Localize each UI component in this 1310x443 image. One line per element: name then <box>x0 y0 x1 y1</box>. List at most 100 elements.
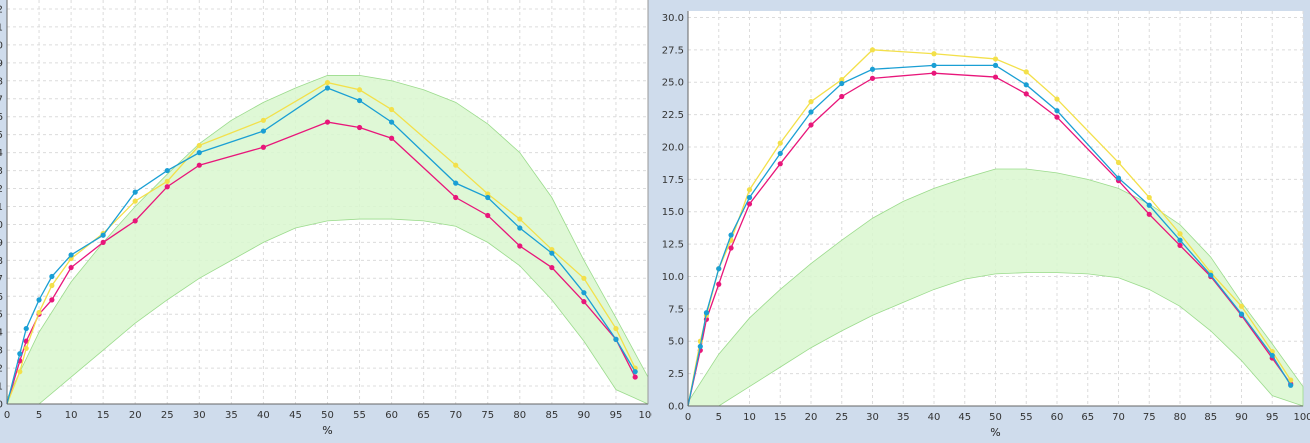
data-point <box>581 275 587 281</box>
y-tick-label: 5 <box>0 310 3 321</box>
y-tick-label: 20.0 <box>662 142 684 153</box>
x-tick-label: 100 <box>1293 412 1310 423</box>
data-point <box>260 144 266 150</box>
data-point <box>132 189 138 195</box>
data-point <box>613 336 619 342</box>
data-point <box>164 184 170 190</box>
data-point <box>389 106 395 113</box>
data-point <box>517 243 523 249</box>
y-tick-label: 5.0 <box>668 337 684 348</box>
data-point <box>746 201 753 207</box>
y-tick-label: 15.0 <box>662 207 684 218</box>
y-tick-label: 16 <box>0 112 3 123</box>
x-tick-label: 60 <box>1051 412 1064 423</box>
data-point <box>324 119 331 125</box>
y-tick-label: 7.5 <box>668 304 684 315</box>
data-point <box>992 56 999 62</box>
data-point <box>100 239 106 245</box>
data-point <box>17 369 23 375</box>
x-tick-label: 65 <box>1081 412 1094 423</box>
chart-left: 0 5 10 15 20 25 30 35 40 45 50 55 60 65 70 75 80 85 90 95 10… <box>0 0 658 437</box>
data-point <box>716 266 722 272</box>
data-point <box>581 299 587 305</box>
x-tick-label: 15 <box>774 412 787 423</box>
data-point <box>931 70 937 76</box>
x-tick-label: 65 <box>417 410 430 421</box>
data-point <box>549 250 555 256</box>
data-point <box>869 47 876 53</box>
data-point <box>632 374 638 380</box>
y-tick-label: 7 <box>0 274 3 285</box>
x-tick-label: 60 <box>385 410 398 421</box>
x-tick-label: 75 <box>1143 412 1156 423</box>
data-point <box>164 167 170 174</box>
y-tick-label: 0 <box>0 400 3 411</box>
x-tick-label: 70 <box>449 410 462 421</box>
x-tick-label: 45 <box>958 412 971 423</box>
data-point <box>808 122 814 128</box>
data-point <box>356 97 363 104</box>
data-point <box>132 198 138 204</box>
x-axis-label: % <box>322 424 332 437</box>
data-point <box>869 66 876 72</box>
y-tick-label: 12 <box>0 184 3 195</box>
y-tick-label: 22.5 <box>662 110 684 121</box>
x-tick-label: 35 <box>897 412 910 423</box>
data-point <box>777 140 783 146</box>
data-point <box>931 62 937 68</box>
y-tick-label: 13 <box>0 166 3 177</box>
data-point <box>389 135 395 141</box>
data-point <box>49 273 55 280</box>
data-point <box>1288 377 1294 383</box>
x-tick-label: 20 <box>805 412 818 423</box>
data-point <box>1288 382 1294 388</box>
series-1 <box>6 79 638 405</box>
x-tick-label: 10 <box>65 410 78 421</box>
x-tick-label: 90 <box>1235 412 1248 423</box>
x-tick-label: 50 <box>321 410 334 421</box>
data-point <box>839 80 845 87</box>
data-point <box>49 282 55 289</box>
y-tick-label: 11 <box>0 202 3 213</box>
data-point <box>132 218 138 224</box>
data-point <box>36 297 42 303</box>
data-point <box>1269 352 1275 359</box>
data-point <box>1146 211 1152 217</box>
data-point <box>196 142 202 149</box>
data-point <box>1023 82 1029 88</box>
data-point <box>356 87 363 93</box>
x-tick-label: 55 <box>1020 412 1033 423</box>
x-tick-label: 30 <box>866 412 879 423</box>
data-point <box>839 93 845 100</box>
data-point <box>697 343 703 350</box>
x-tick-label: 70 <box>1112 412 1125 423</box>
data-point <box>808 109 814 115</box>
data-point <box>100 232 106 238</box>
data-point <box>17 351 23 357</box>
x-tick-label: 25 <box>161 410 174 421</box>
data-point <box>324 79 331 86</box>
x-tick-label: 40 <box>257 410 270 421</box>
y-tick-label: 3 <box>0 346 3 357</box>
data-point <box>703 310 710 316</box>
y-tick-label: 25.0 <box>662 78 684 89</box>
data-point <box>1023 69 1029 75</box>
y-tick-label: 27.5 <box>662 45 684 56</box>
x-tick-label: 30 <box>193 410 206 421</box>
y-tick-label: 30.0 <box>662 13 684 24</box>
data-point <box>164 178 170 184</box>
data-point <box>746 187 753 193</box>
x-tick-label: 35 <box>225 410 238 421</box>
data-point <box>1054 114 1060 120</box>
y-tick-label: 2.5 <box>668 369 684 380</box>
data-point <box>68 264 74 271</box>
data-point <box>777 150 783 157</box>
data-point <box>549 264 555 271</box>
y-tick-label: 0.0 <box>668 402 684 413</box>
data-point <box>1115 159 1122 166</box>
data-point <box>1054 96 1060 102</box>
x-tick-label: 40 <box>928 412 941 423</box>
data-point <box>1146 202 1152 208</box>
data-point <box>453 180 459 186</box>
data-point <box>324 85 331 91</box>
